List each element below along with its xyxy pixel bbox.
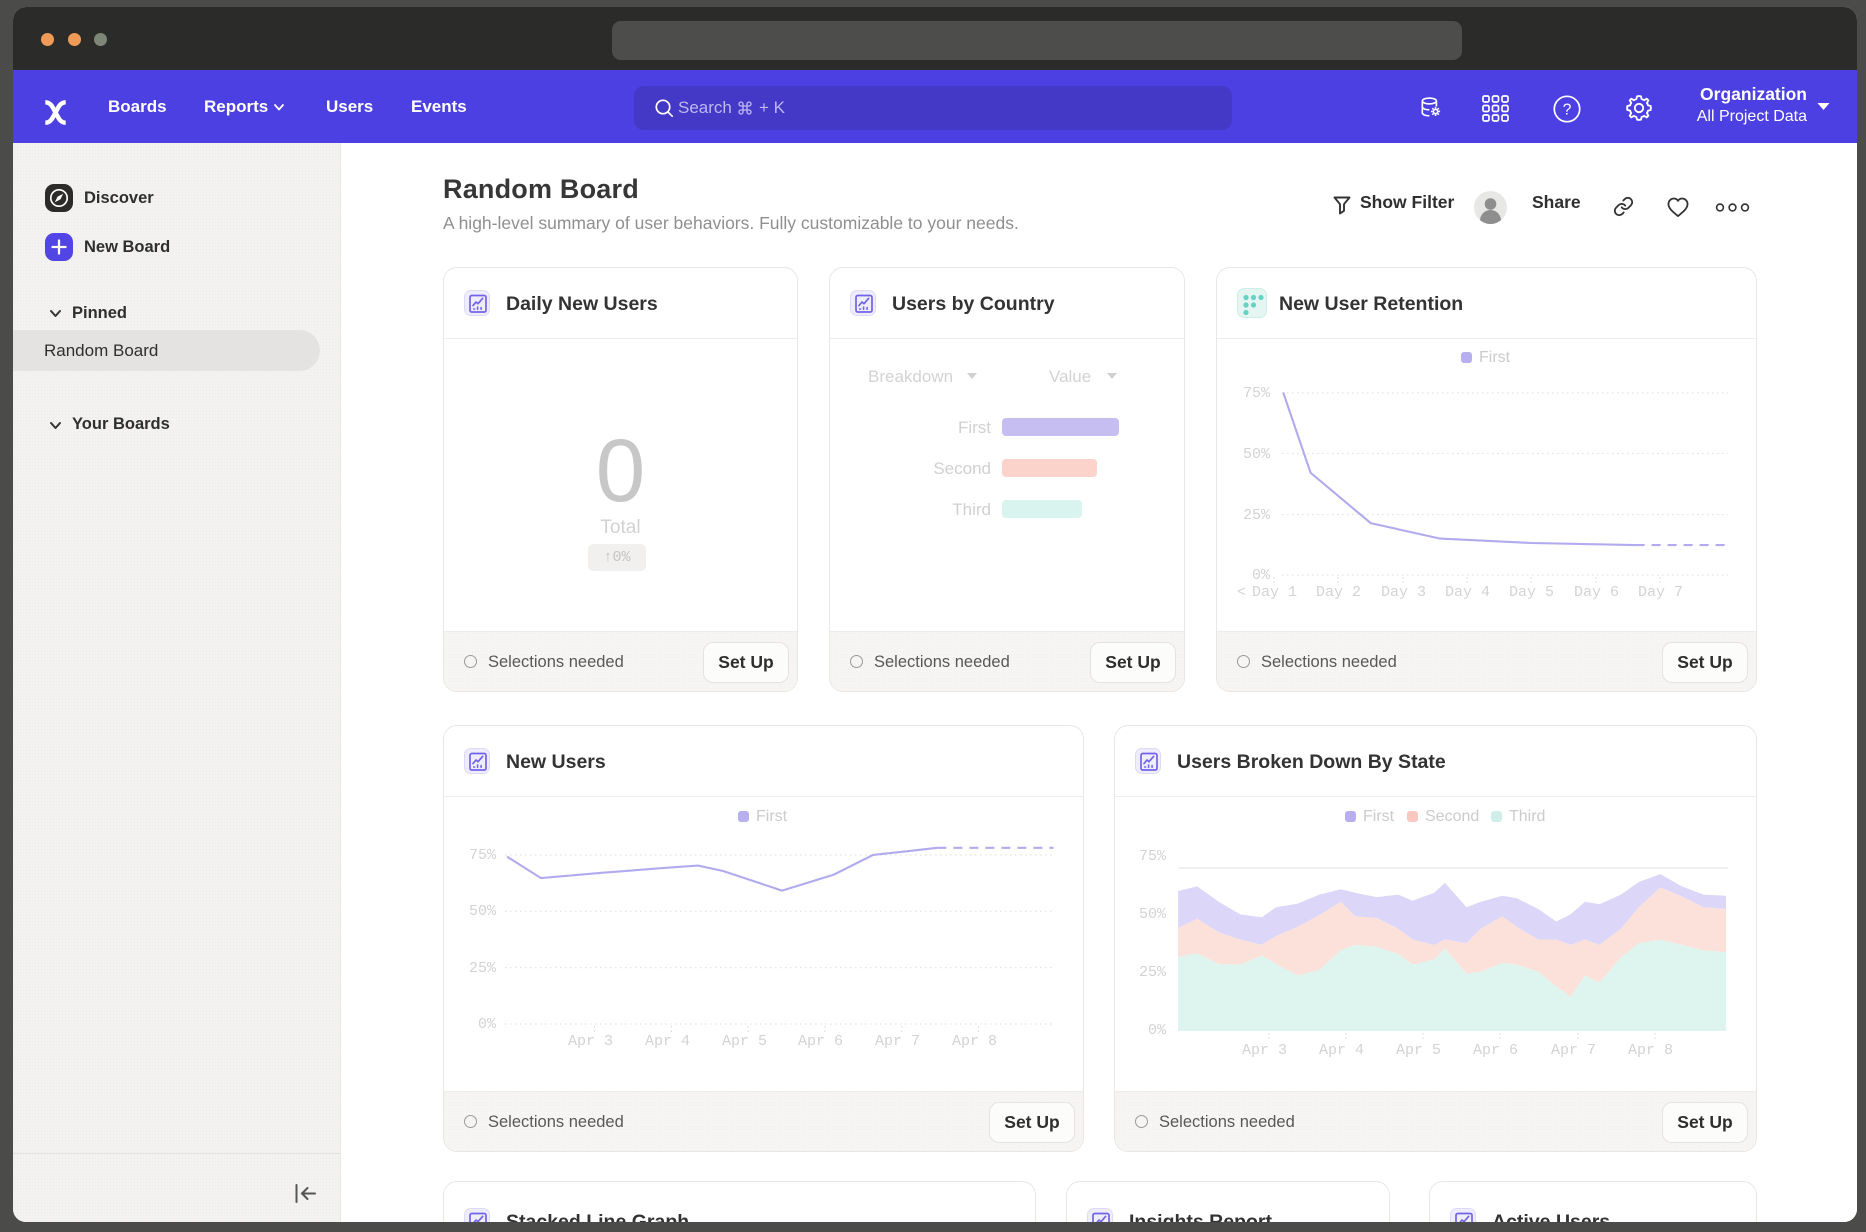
svg-text:?: ? (1563, 102, 1572, 119)
